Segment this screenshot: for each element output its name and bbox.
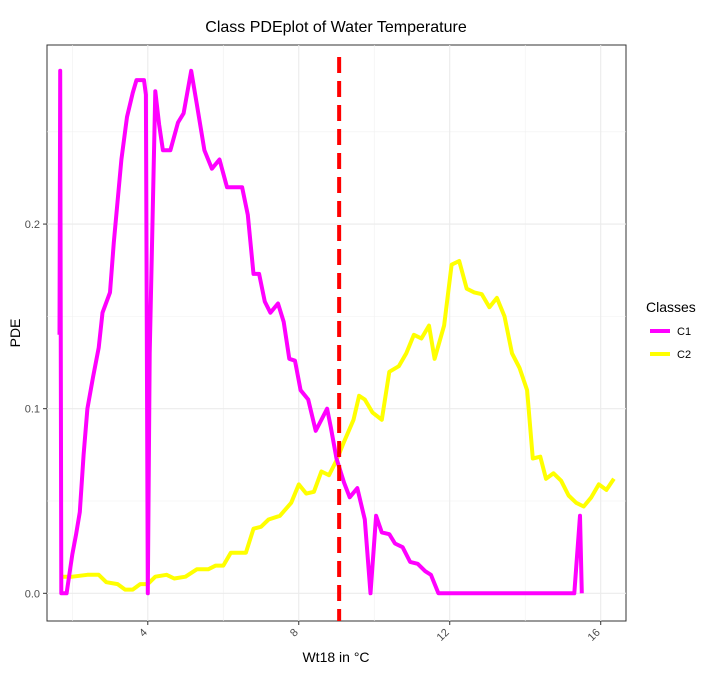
- x-axis-title: Wt18 in °C: [302, 649, 369, 665]
- legend-label-c1: C1: [677, 326, 691, 338]
- chart-title: Class PDEplot of Water Temperature: [205, 19, 467, 36]
- series-line-c1: [57, 68, 584, 596]
- series-lines: [57, 68, 616, 596]
- legend: Classes C1 C2: [646, 299, 696, 361]
- legend-entries: C1 C2: [650, 326, 691, 361]
- y-tick-label: 0.2: [25, 219, 40, 231]
- plot-panel: [46, 44, 627, 622]
- y-tick-label: 0.0: [25, 588, 40, 600]
- legend-label-c2: C2: [677, 349, 691, 361]
- y-axis-ticks: 0.0 0.1 0.2: [25, 219, 47, 600]
- y-tick-label: 0.1: [25, 404, 40, 416]
- y-axis-title: PDE: [7, 319, 23, 348]
- series-line-c2: [59, 259, 616, 592]
- legend-title: Classes: [646, 299, 696, 315]
